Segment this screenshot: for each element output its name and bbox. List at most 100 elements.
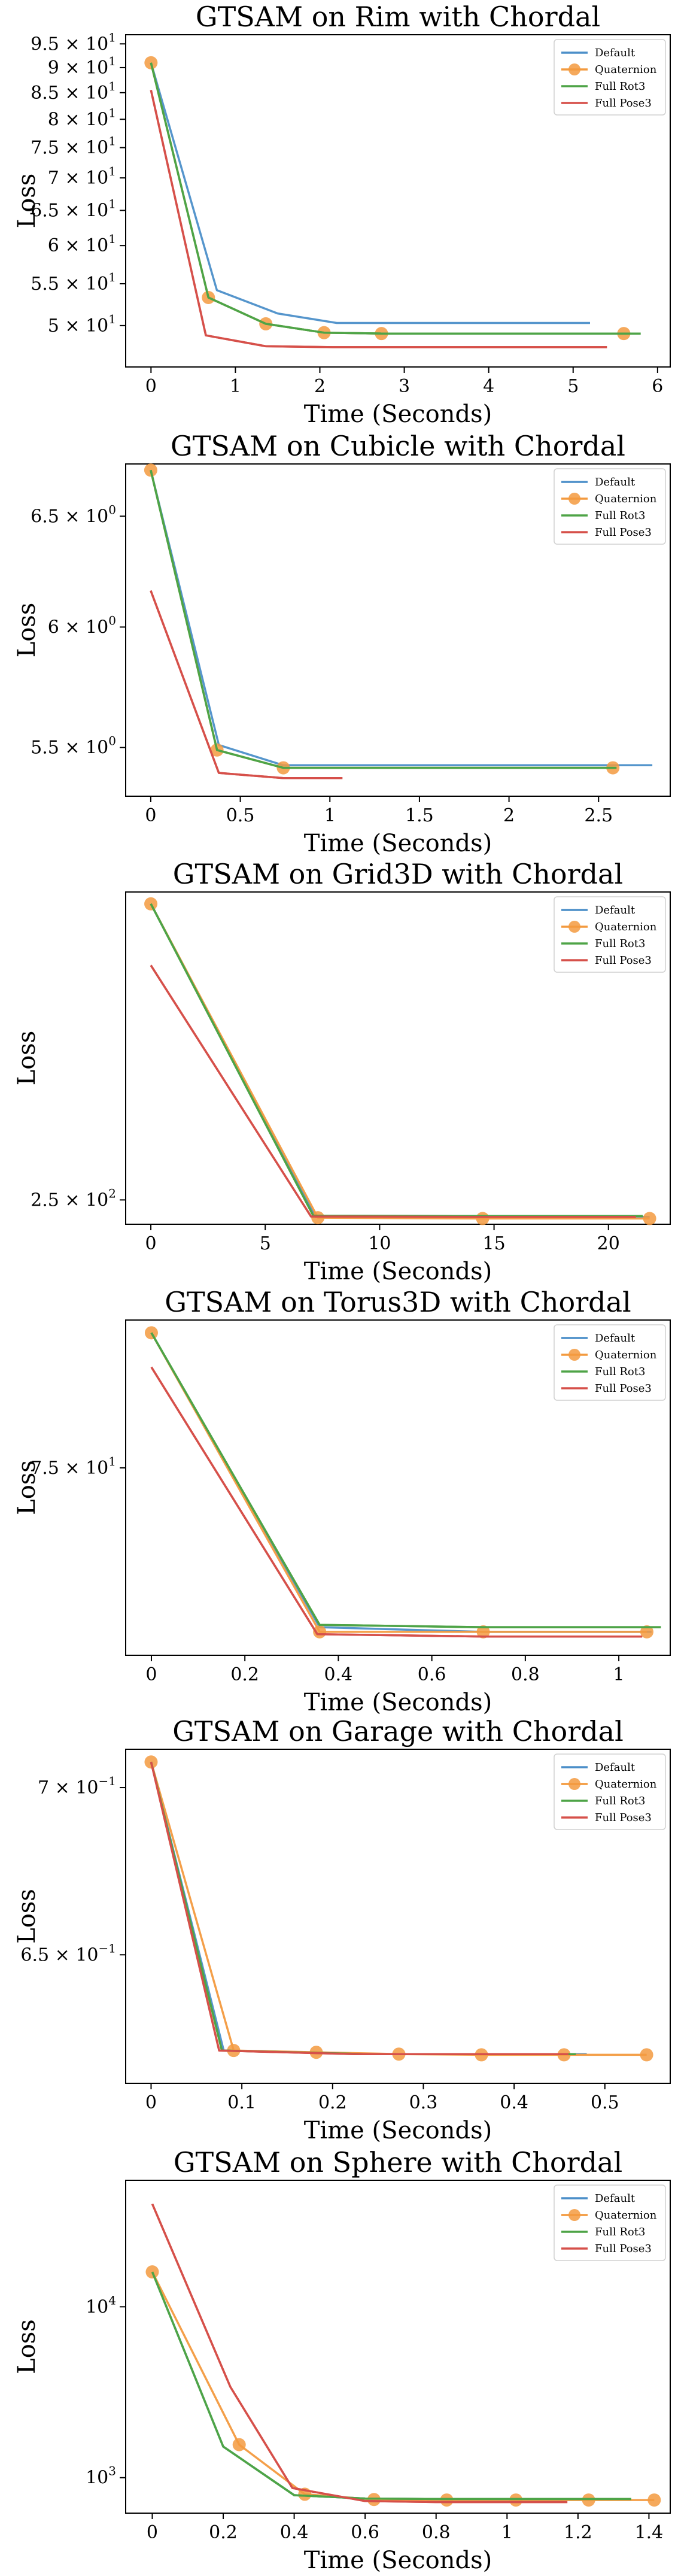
- series-point-quaternion: [144, 1326, 158, 1340]
- chart-panel-2: GTSAM on Grid3D with Chordal Time (Second…: [13, 858, 671, 1285]
- series-line-full-rot3: [151, 2271, 631, 2501]
- x-tick-label: 20: [597, 1233, 620, 1254]
- x-tick-label: 0.8: [511, 1664, 540, 1685]
- legend: Default Quaternion Full Rot3 Full Pose3: [554, 39, 666, 116]
- y-tick-label: 8 × 101: [48, 105, 116, 130]
- legend-box: [554, 1753, 666, 1830]
- x-tick-label: 0.2: [209, 2522, 238, 2543]
- series-line-overlay-full-pose3: [150, 590, 343, 779]
- legend-label: Full Rot3: [595, 937, 645, 950]
- x-tick-label: 1.2: [564, 2522, 592, 2543]
- y-axis-label: Loss: [13, 2319, 41, 2374]
- legend-marker: [568, 2209, 580, 2221]
- x-tick-label: 6: [652, 376, 663, 397]
- chart-panel-0: GTSAM on Rim with Chordal Time (Seconds) L…: [13, 1, 671, 428]
- series-line-overlay-full-pose3: [150, 1761, 569, 2055]
- y-tick-label: 8.5 × 101: [31, 79, 116, 104]
- x-tick-label: 1.5: [405, 805, 434, 826]
- y-tick-label: 9.5 × 101: [31, 30, 116, 54]
- series-line-full-pose3: [151, 2203, 568, 2504]
- y-tick-label: 6.5 × 10−1: [20, 1941, 116, 1965]
- x-tick-label: 0.4: [324, 1664, 353, 1685]
- y-tick-label: 6 × 101: [48, 232, 116, 256]
- plot-frame: [125, 34, 671, 368]
- legend-label: Default: [595, 1761, 636, 1774]
- legend-label: Full Rot3: [595, 509, 645, 522]
- series-line-default: [150, 1761, 587, 2055]
- y-tick-label: 6 × 100: [48, 613, 116, 638]
- legend-box: [554, 468, 666, 545]
- y-axis-label: Loss: [13, 174, 41, 229]
- x-axis-label: Time (Seconds): [304, 2547, 492, 2574]
- y-tick-label: 2.5 × 102: [31, 1186, 116, 1210]
- legend-label: Full Rot3: [595, 1795, 645, 1807]
- y-tick-label: 7.5 × 101: [31, 1454, 116, 1479]
- legend-label: Default: [595, 476, 636, 489]
- y-tick-label: 5 × 101: [48, 312, 116, 336]
- x-tick-label: 0.4: [280, 2522, 309, 2543]
- legend-label: Quaternion: [595, 2209, 657, 2222]
- x-tick-label: 0.3: [409, 2092, 438, 2113]
- x-tick-label: 10: [368, 1233, 391, 1254]
- series-line-quaternion: [150, 469, 613, 769]
- plot-frame: [125, 891, 671, 1225]
- x-tick-label: 0.2: [230, 1664, 259, 1685]
- series-line-overlay-full-pose3: [150, 1366, 643, 1638]
- series-line-full-rot3: [150, 1761, 576, 2055]
- y-tick-label: 5.5 × 100: [31, 734, 116, 758]
- x-tick-label: 0.6: [418, 1664, 446, 1685]
- x-tick-label: 3: [399, 376, 410, 397]
- series-line-overlay-full-pose3: [150, 964, 636, 1218]
- x-tick-label: 1.4: [635, 2522, 664, 2543]
- legend: Default Quaternion Full Rot3 Full Pose3: [554, 468, 666, 545]
- series-point-quaternion: [476, 1212, 490, 1225]
- x-axis-label: Time (Seconds): [304, 1689, 492, 1716]
- y-tick-label: 5.5 × 101: [31, 270, 116, 295]
- series-line-overlay-full-rot3: [150, 469, 617, 769]
- x-tick-label: 0.5: [226, 805, 255, 826]
- chart-title: GTSAM on Rim with Chordal: [196, 1, 600, 33]
- x-tick-label: 0: [147, 2522, 158, 2543]
- series-line-overlay-full-pose3: [151, 2203, 568, 2504]
- legend-marker: [568, 1778, 580, 1790]
- legend-label: Default: [595, 904, 636, 917]
- legend-box: [554, 2184, 666, 2261]
- chart-panel-4: GTSAM on Garage with Chordal Time (Second…: [13, 1715, 671, 2144]
- legend-marker: [568, 921, 580, 933]
- legend: Default Quaternion Full Rot3 Full Pose3: [554, 1753, 666, 1830]
- legend: Default Quaternion Full Rot3 Full Pose3: [554, 896, 666, 973]
- x-tick-label: 0.5: [591, 2092, 619, 2113]
- chart-title: GTSAM on Cubicle with Chordal: [171, 430, 625, 462]
- x-tick-label: 0.2: [318, 2092, 347, 2113]
- x-tick-label: 4: [483, 376, 494, 397]
- series-line-overlay-full-rot3: [150, 1332, 661, 1628]
- series-line-quaternion: [150, 1332, 647, 1633]
- series-point-quaternion: [476, 1625, 490, 1639]
- x-tick-label: 1: [324, 805, 336, 826]
- series-line-overlay-full-rot3: [150, 62, 641, 335]
- x-tick-label: 0.4: [500, 2092, 528, 2113]
- series-point-quaternion: [144, 897, 158, 911]
- series-point-quaternion: [640, 2048, 653, 2062]
- x-tick-label: 0.6: [351, 2522, 379, 2543]
- x-axis-label: Time (Seconds): [304, 830, 492, 857]
- chart-panel-5: GTSAM on Sphere with Chordal Time (Second…: [13, 2146, 671, 2574]
- series-line-quaternion: [151, 2271, 655, 2501]
- x-tick-label: 0: [145, 1233, 157, 1254]
- x-tick-label: 0: [145, 805, 156, 826]
- series-point-quaternion: [647, 2493, 661, 2507]
- y-axis-label: Loss: [13, 603, 41, 658]
- chart-panel-1: GTSAM on Cubicle with Chordal Time (Secon…: [13, 430, 671, 857]
- chart-title: GTSAM on Grid3D with Chordal: [173, 858, 623, 890]
- y-tick-label: 103: [86, 2464, 116, 2489]
- legend-label: Quaternion: [595, 921, 657, 933]
- x-tick-label: 2: [314, 376, 326, 397]
- legend-label: Quaternion: [595, 1778, 657, 1791]
- series-line-overlay-full-pose3: [150, 90, 607, 348]
- series-line-quaternion: [150, 903, 650, 1220]
- legend-label: Default: [595, 47, 636, 59]
- legend-label: Full Pose3: [595, 1382, 652, 1395]
- plot-frame: [125, 1319, 671, 1656]
- x-tick-label: 1: [613, 1664, 625, 1685]
